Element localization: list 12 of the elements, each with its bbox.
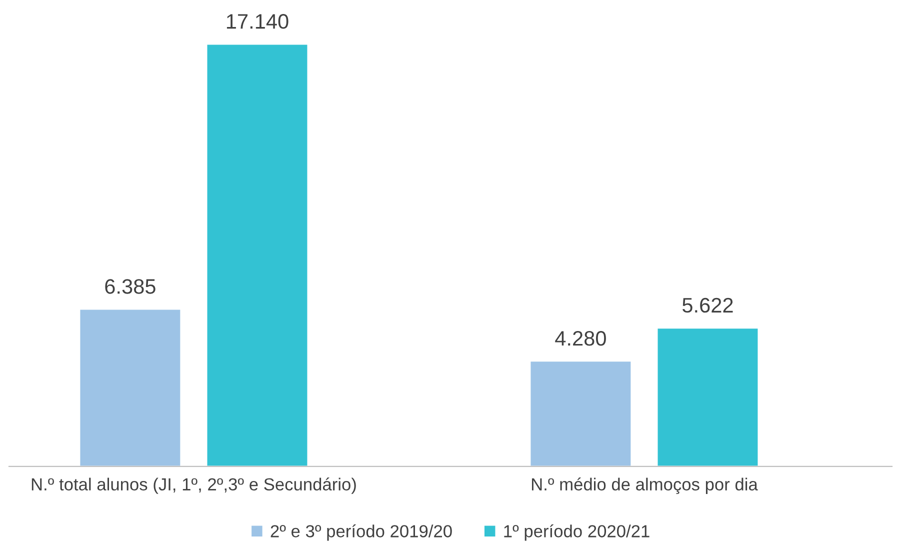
bar: [78, 308, 182, 466]
legend-label: 1º período 2020/21: [504, 524, 650, 541]
bar: [529, 360, 632, 466]
data-label: 4.280: [555, 330, 606, 346]
bar: [656, 327, 760, 466]
x-tick-label: N.º médio de almoços por dia: [532, 478, 758, 494]
data-label: 17.140: [226, 14, 288, 29]
data-label: 5.622: [682, 298, 733, 313]
x-tick-label: N.º total alunos (JI, 1º, 2º,3º e Secundário): [32, 478, 356, 494]
legend-label: 2º e 3º período 2019/20: [270, 524, 452, 541]
data-label: 6.385: [105, 279, 156, 294]
bar: [206, 43, 309, 466]
